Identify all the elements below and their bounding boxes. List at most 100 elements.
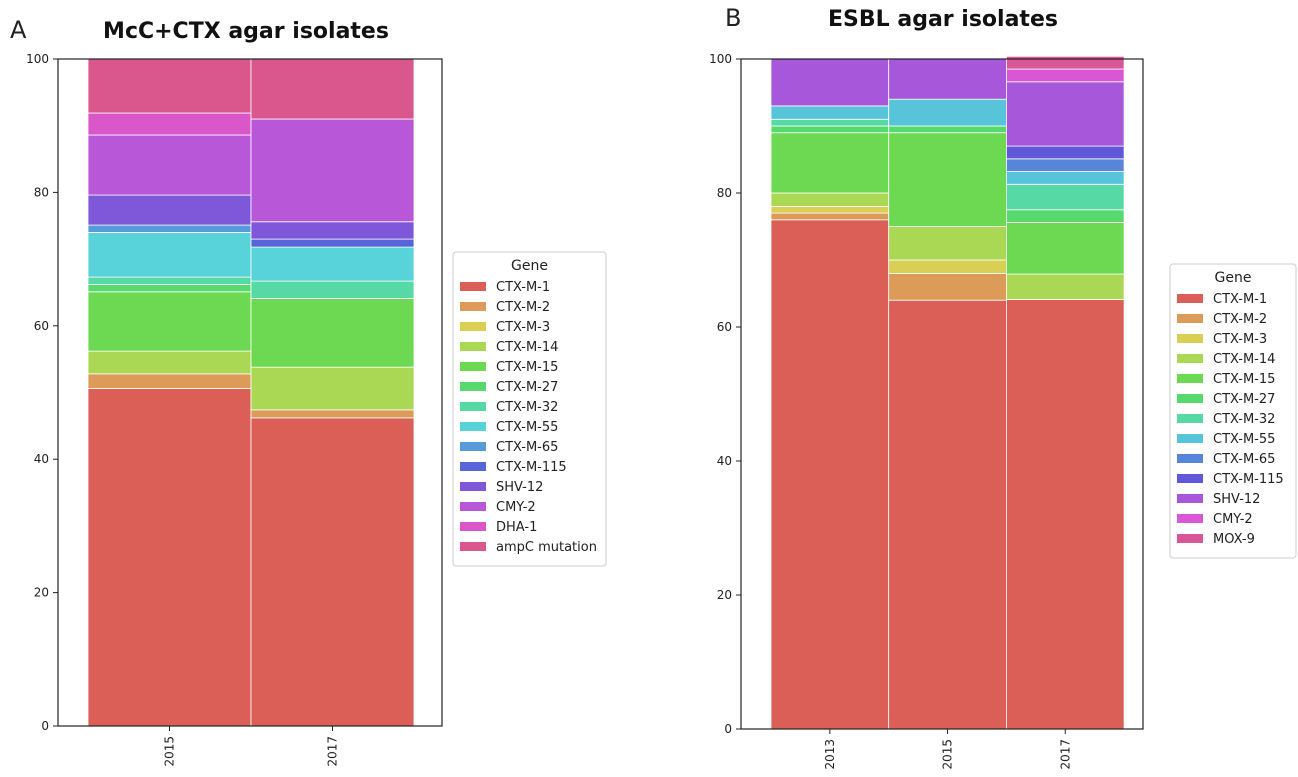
legend-label: CTX-M-65 xyxy=(496,440,558,455)
legend-swatch xyxy=(1177,454,1203,463)
legend-label: CMY-2 xyxy=(1213,512,1253,527)
bar-segment xyxy=(87,232,252,278)
legend-swatch xyxy=(460,462,486,471)
bar-segment xyxy=(1006,209,1125,223)
bar-segment xyxy=(250,366,415,411)
legend-swatch xyxy=(460,482,486,491)
legend-title: Gene xyxy=(511,258,548,274)
legend-label: CTX-M-65 xyxy=(1213,452,1275,467)
bar-segment xyxy=(1006,158,1125,172)
bar-segment xyxy=(250,246,415,282)
legend-swatch xyxy=(460,282,486,291)
legend-label: CTX-M-3 xyxy=(496,320,550,335)
legend-swatch xyxy=(460,442,486,451)
bar-segment xyxy=(250,238,415,248)
bar-segment xyxy=(1006,145,1125,160)
bar-segment xyxy=(888,259,1007,274)
x-tick-label: 2017 xyxy=(326,736,340,767)
x-tick-label: 2017 xyxy=(1058,739,1072,770)
bar-segment xyxy=(87,276,252,285)
legend-swatch xyxy=(460,542,486,551)
bar-segment xyxy=(888,226,1007,261)
y-tick-label: 80 xyxy=(717,186,732,200)
bar-segment xyxy=(250,298,415,368)
chart-title: ESBL agar isolates xyxy=(828,7,1058,32)
y-tick-label: 0 xyxy=(724,722,732,736)
panel-b: B ESBL agar isolates 2013 2015 2017 0 20 40 60 80… xyxy=(709,4,1297,770)
bar-segment xyxy=(87,350,252,375)
bar-segment xyxy=(1006,171,1125,185)
bar-segment xyxy=(888,125,1007,134)
legend-swatch xyxy=(460,322,486,331)
bar-segment xyxy=(250,221,415,240)
bar-segment xyxy=(87,112,252,136)
legend-swatch xyxy=(1177,374,1203,383)
bar-segment xyxy=(888,272,1007,301)
legend-swatch xyxy=(1177,334,1203,343)
bar-segment xyxy=(1006,81,1125,147)
bar-segment xyxy=(1006,222,1125,275)
legend-label: CTX-M-1 xyxy=(1213,292,1267,307)
bar-segment xyxy=(1006,68,1125,83)
bar-segment xyxy=(87,58,252,114)
bar-segment xyxy=(1006,273,1125,300)
bar-segment xyxy=(770,205,890,214)
legend-swatch xyxy=(1177,394,1203,403)
bar-segment xyxy=(770,212,890,221)
legend-label: CTX-M-2 xyxy=(1213,312,1267,327)
bar-segment xyxy=(87,284,252,293)
bar-segment xyxy=(888,58,1007,100)
bar-segment xyxy=(770,219,890,730)
bar-segment xyxy=(250,409,415,419)
legend-label: CTX-M-115 xyxy=(496,460,567,475)
legend-swatch xyxy=(460,522,486,531)
plot-frame xyxy=(57,58,443,727)
y-tick-label: 20 xyxy=(717,588,732,602)
x-tick-label: 2015 xyxy=(163,736,177,767)
legend-swatch xyxy=(1177,474,1203,483)
legend-label: MOX-9 xyxy=(1213,532,1255,547)
legend-swatch xyxy=(1177,354,1203,363)
legend-box xyxy=(452,251,607,567)
legend-label: SHV-12 xyxy=(1213,492,1260,507)
legend-swatch xyxy=(460,342,486,351)
legend-swatch xyxy=(1177,494,1203,503)
bar-segment xyxy=(250,58,415,120)
y-tick-label: 100 xyxy=(709,52,732,66)
bar-segment xyxy=(250,118,415,223)
legend-label: CTX-M-15 xyxy=(1213,372,1275,387)
y-tick-label: 80 xyxy=(34,185,49,199)
y-tick-label: 100 xyxy=(26,52,49,66)
legend-label: CTX-M-1 xyxy=(496,280,550,295)
legend-label: SHV-12 xyxy=(496,480,543,495)
legend-label: CTX-M-32 xyxy=(496,400,558,415)
legend-swatch xyxy=(460,362,486,371)
bar-segment xyxy=(1006,299,1125,730)
legend-label: CTX-M-2 xyxy=(496,300,550,315)
bar-segment xyxy=(87,194,252,226)
bar-segment xyxy=(87,291,252,352)
legend-swatch xyxy=(1177,294,1203,303)
bar-segment xyxy=(770,58,890,107)
legend-label: CTX-M-3 xyxy=(1213,332,1267,347)
legend-label: CTX-M-55 xyxy=(496,420,558,435)
y-tick-label: 20 xyxy=(34,586,49,600)
bar-segment xyxy=(1006,55,1125,70)
y-tick-label: 40 xyxy=(34,452,49,466)
panel-letter: A xyxy=(10,16,27,44)
legend-swatch xyxy=(460,422,486,431)
bar-segment xyxy=(770,132,890,194)
legend-label: CTX-M-14 xyxy=(1213,352,1275,367)
bar-segment xyxy=(888,98,1007,127)
legend-label: CTX-M-27 xyxy=(1213,392,1275,407)
legend-swatch xyxy=(460,382,486,391)
bar-segment xyxy=(770,105,890,120)
bar-segment xyxy=(87,373,252,389)
y-tick-label: 0 xyxy=(41,719,49,733)
legend-label: CTX-M-115 xyxy=(1213,472,1284,487)
legend-swatch xyxy=(1177,314,1203,323)
legend-swatch xyxy=(1177,434,1203,443)
legend-swatch xyxy=(1177,514,1203,523)
legend-swatch xyxy=(460,402,486,411)
